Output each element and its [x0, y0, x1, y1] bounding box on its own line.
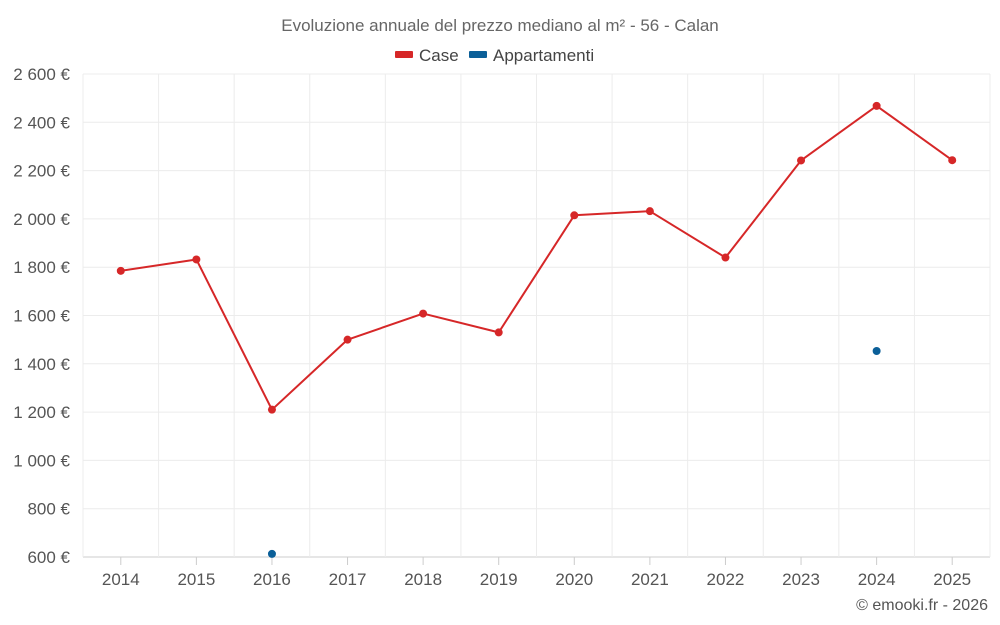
data-point-case[interactable]: [570, 211, 579, 220]
y-tick-label: 1 600 €: [13, 307, 70, 326]
legend-label-case: Case: [419, 46, 459, 65]
x-tick-label: 2021: [631, 570, 669, 589]
data-point-case[interactable]: [267, 405, 276, 414]
series-line-case: [120, 104, 953, 411]
y-tick-label: 1 000 €: [13, 451, 70, 470]
y-axis: 600 € 800 € 1 000 € 1 200 € 1 400 € 1 600 € 1 …: [13, 65, 70, 567]
credit: © emooki.fr - 2026: [856, 597, 988, 614]
data-point-case[interactable]: [797, 156, 806, 165]
x-tick-label: 2015: [177, 570, 215, 589]
data-point-case[interactable]: [192, 255, 201, 264]
x-tick-label: 2016: [253, 570, 291, 589]
x-tick-label: 2023: [782, 570, 820, 589]
x-tick-label: 2025: [933, 570, 971, 589]
legend-item-case[interactable]: Case: [395, 46, 459, 65]
data-point-case[interactable]: [419, 309, 428, 318]
y-tick-label: 1 400 €: [13, 355, 70, 374]
y-tick-label: 800 €: [27, 500, 70, 519]
x-tick-label: 2014: [102, 570, 140, 589]
series-layer: [116, 101, 957, 558]
grid: [82, 73, 991, 558]
data-point-appartamenti[interactable]: [872, 347, 881, 356]
x-tick-label: 2019: [480, 570, 518, 589]
chart-title: Evoluzione annuale del prezzo mediano al…: [281, 16, 719, 35]
legend-swatch-case: [395, 51, 413, 58]
x-tick-label: 2022: [707, 570, 745, 589]
data-point-case[interactable]: [343, 335, 352, 344]
data-point-case[interactable]: [872, 101, 881, 110]
x-tick-label: 2024: [858, 570, 896, 589]
y-tick-label: 1 200 €: [13, 403, 70, 422]
y-tick-label: 2 400 €: [13, 113, 70, 132]
data-point-case[interactable]: [645, 207, 654, 216]
x-tick-label: 2018: [404, 570, 442, 589]
x-tick-label: 2020: [555, 570, 593, 589]
x-tick-label: 2017: [329, 570, 367, 589]
legend: Case Appartamenti: [395, 46, 594, 65]
y-tick-label: 1 800 €: [13, 258, 70, 277]
legend-item-appartamenti[interactable]: Appartamenti: [469, 46, 594, 65]
data-point-case[interactable]: [494, 328, 503, 337]
legend-label-appartamenti: Appartamenti: [493, 46, 594, 65]
data-point-case[interactable]: [721, 253, 730, 262]
x-axis: 2014 2015 2016 2017 2018 2019 2020 2021 2022 2023…: [102, 557, 971, 589]
data-point-appartamenti[interactable]: [267, 549, 276, 558]
y-tick-label: 2 200 €: [13, 162, 70, 181]
legend-swatch-appartamenti: [469, 51, 487, 58]
data-point-case[interactable]: [116, 266, 125, 275]
data-point-case[interactable]: [948, 156, 957, 165]
y-tick-label: 600 €: [27, 548, 70, 567]
y-tick-label: 2 000 €: [13, 210, 70, 229]
y-tick-label: 2 600 €: [13, 65, 70, 84]
